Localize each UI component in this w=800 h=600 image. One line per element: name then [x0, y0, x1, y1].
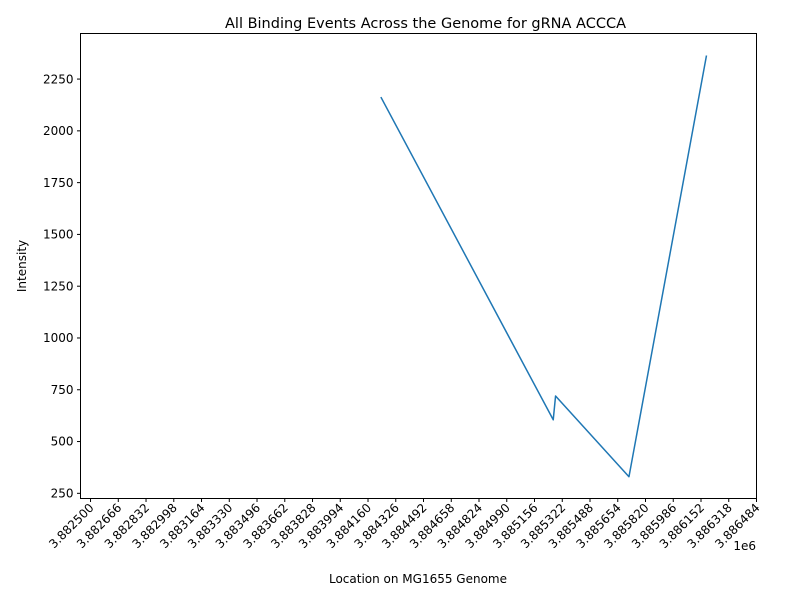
- y-tick-label: 1250: [43, 279, 74, 293]
- series-layer: [380, 55, 708, 478]
- y-tick-label: 2000: [43, 124, 74, 138]
- series-line: [380, 55, 708, 478]
- plot-area-frame: [80, 33, 757, 499]
- y-axis: 250 500 750 1000 1250 1500 1750 2000 2250: [43, 72, 81, 501]
- x-axis-offset-label: 1e6: [733, 539, 756, 553]
- y-tick-label: 1500: [43, 228, 74, 242]
- y-tick-label: 2250: [43, 72, 74, 86]
- y-tick-label: 750: [51, 383, 74, 397]
- x-axis-label: Location on MG1655 Genome: [329, 572, 507, 586]
- y-tick-label: 1000: [43, 331, 74, 345]
- y-axis-label: Intensity: [15, 240, 29, 292]
- y-tick-label: 250: [51, 487, 74, 501]
- y-tick-label: 500: [51, 435, 74, 449]
- y-tick-label: 1750: [43, 176, 74, 190]
- chart-title: All Binding Events Across the Genome for…: [225, 16, 626, 32]
